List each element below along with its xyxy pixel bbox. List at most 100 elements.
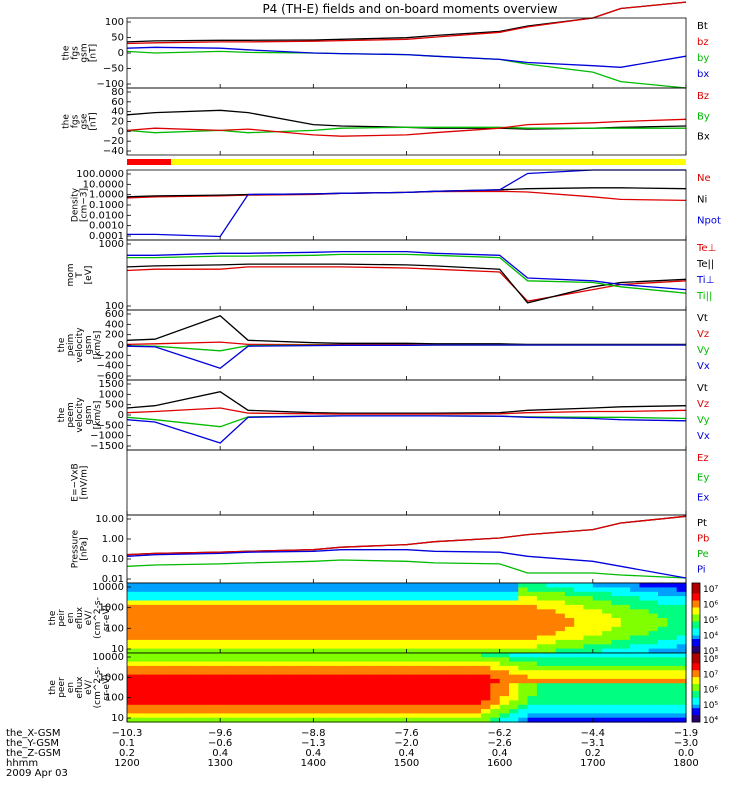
spectrogram-cell bbox=[304, 644, 314, 650]
spectrogram-cell bbox=[332, 653, 342, 658]
spectrogram-cell bbox=[490, 591, 501, 597]
spectrogram-cell bbox=[313, 678, 324, 684]
spectrogram-cell bbox=[592, 639, 603, 645]
spectrogram-cell bbox=[257, 635, 268, 641]
spectrogram-cell bbox=[192, 709, 203, 714]
x-row-value: 1500 bbox=[394, 758, 419, 769]
spectrogram-cell bbox=[192, 583, 203, 588]
spectrogram-cell bbox=[164, 700, 175, 706]
spectrogram-cell bbox=[294, 709, 305, 714]
spectrogram-cell bbox=[658, 683, 668, 689]
spectrogram-cell bbox=[201, 709, 212, 714]
spectrogram-cell bbox=[564, 661, 575, 667]
spectrogram-cell bbox=[294, 713, 305, 719]
spectrogram-cell bbox=[518, 700, 529, 706]
spectrogram-cell bbox=[248, 657, 258, 663]
colorbar-segment bbox=[692, 625, 700, 629]
spectrogram-cell bbox=[462, 709, 473, 714]
spectrogram-cell bbox=[481, 687, 491, 693]
spectrogram-cell bbox=[369, 583, 380, 588]
spectrogram-cell bbox=[313, 631, 324, 637]
y-tick-label: 10.00 bbox=[95, 514, 124, 525]
series-line-Pt bbox=[126, 515, 687, 556]
spectrogram-cell bbox=[192, 670, 203, 676]
spectrogram-cell bbox=[164, 653, 175, 658]
spectrogram-cell bbox=[229, 691, 240, 697]
spectrogram-cell bbox=[555, 648, 566, 654]
spectrogram-cell bbox=[341, 704, 352, 710]
y-tick-label: 80 bbox=[111, 87, 124, 98]
spectrogram-cell bbox=[257, 591, 268, 597]
spectrogram-cell bbox=[304, 587, 314, 593]
spectrogram-cell bbox=[229, 639, 240, 645]
spectrogram-cell bbox=[602, 713, 612, 719]
spectrogram-cell bbox=[248, 691, 258, 697]
spectrogram-cell bbox=[127, 657, 137, 663]
spectrogram-cell bbox=[173, 713, 184, 719]
y-tick-label: 1000 bbox=[99, 672, 124, 683]
spectrogram-cell bbox=[313, 604, 324, 610]
spectrogram-cell bbox=[620, 653, 631, 658]
spectrogram-cell bbox=[648, 604, 659, 610]
y-axis-label-line: fgs bbox=[71, 46, 81, 60]
spectrogram-cell bbox=[369, 657, 380, 663]
spectrogram-cell bbox=[378, 613, 389, 619]
spectrogram-cell bbox=[313, 587, 324, 593]
spectrogram-cell bbox=[415, 639, 426, 645]
spectrogram-cell bbox=[313, 691, 324, 697]
spectrogram-cell bbox=[648, 713, 659, 719]
spectrogram-cell bbox=[509, 674, 519, 680]
spectrogram-cell bbox=[611, 604, 622, 610]
spectrogram-cell bbox=[266, 678, 277, 684]
spectrogram-cell bbox=[220, 591, 231, 597]
spectrogram-cell bbox=[630, 613, 640, 619]
spectrogram-cell bbox=[378, 696, 389, 701]
spectrogram-cell bbox=[648, 691, 659, 697]
spectrogram-cell bbox=[164, 644, 175, 650]
spectrogram-cell bbox=[425, 717, 435, 723]
spectrogram-cell bbox=[583, 657, 594, 663]
spectrogram-cell bbox=[313, 626, 324, 632]
spectrogram-cell bbox=[304, 583, 314, 588]
series-line-Npot bbox=[127, 169, 686, 238]
spectrogram-cell bbox=[229, 622, 240, 628]
spectrogram-cell bbox=[182, 691, 193, 697]
spectrogram-cell bbox=[453, 665, 463, 671]
spectrogram-cell bbox=[546, 665, 557, 671]
spectrogram-cell bbox=[536, 591, 547, 597]
spectrogram-cell bbox=[341, 583, 352, 588]
spectrogram-cell bbox=[574, 704, 585, 710]
spectrogram-cell bbox=[490, 631, 501, 637]
spectrogram-cell bbox=[210, 696, 221, 701]
spectrogram-cell bbox=[322, 713, 333, 719]
spectrogram-cell bbox=[630, 591, 640, 597]
spectrogram-cell bbox=[276, 665, 286, 671]
spectrogram-cell bbox=[499, 687, 510, 693]
series-line-Bz bbox=[126, 118, 687, 137]
spectrogram-cell bbox=[294, 604, 305, 610]
spectrogram-cell bbox=[490, 704, 501, 710]
y-axis-label: Density [cm−3] bbox=[71, 187, 90, 222]
spectrogram-cell bbox=[238, 622, 249, 628]
spectrogram-cell bbox=[127, 639, 137, 645]
series-line-Pe bbox=[126, 559, 687, 579]
spectrogram-cell bbox=[462, 613, 473, 619]
spectrogram-cell bbox=[499, 704, 510, 710]
spectrogram-cell bbox=[518, 704, 529, 710]
spectrogram-cell bbox=[658, 653, 668, 658]
spectrogram-cell bbox=[639, 600, 650, 606]
spectrogram-cell bbox=[574, 665, 585, 671]
spectrogram-cell bbox=[676, 653, 687, 658]
spectrogram-cell bbox=[369, 717, 380, 723]
spectrogram-cell bbox=[266, 618, 277, 623]
spectrogram-cell bbox=[154, 639, 165, 645]
spectrogram-cell bbox=[639, 587, 650, 593]
spectrogram-cell bbox=[630, 678, 640, 684]
spectrogram-cell bbox=[406, 696, 417, 701]
spectrogram-cell bbox=[667, 618, 678, 623]
spectrogram-cell bbox=[630, 618, 640, 623]
spectrogram-cell bbox=[490, 674, 501, 680]
spectrogram-cell bbox=[332, 683, 342, 689]
spectrogram-cell bbox=[378, 596, 389, 602]
